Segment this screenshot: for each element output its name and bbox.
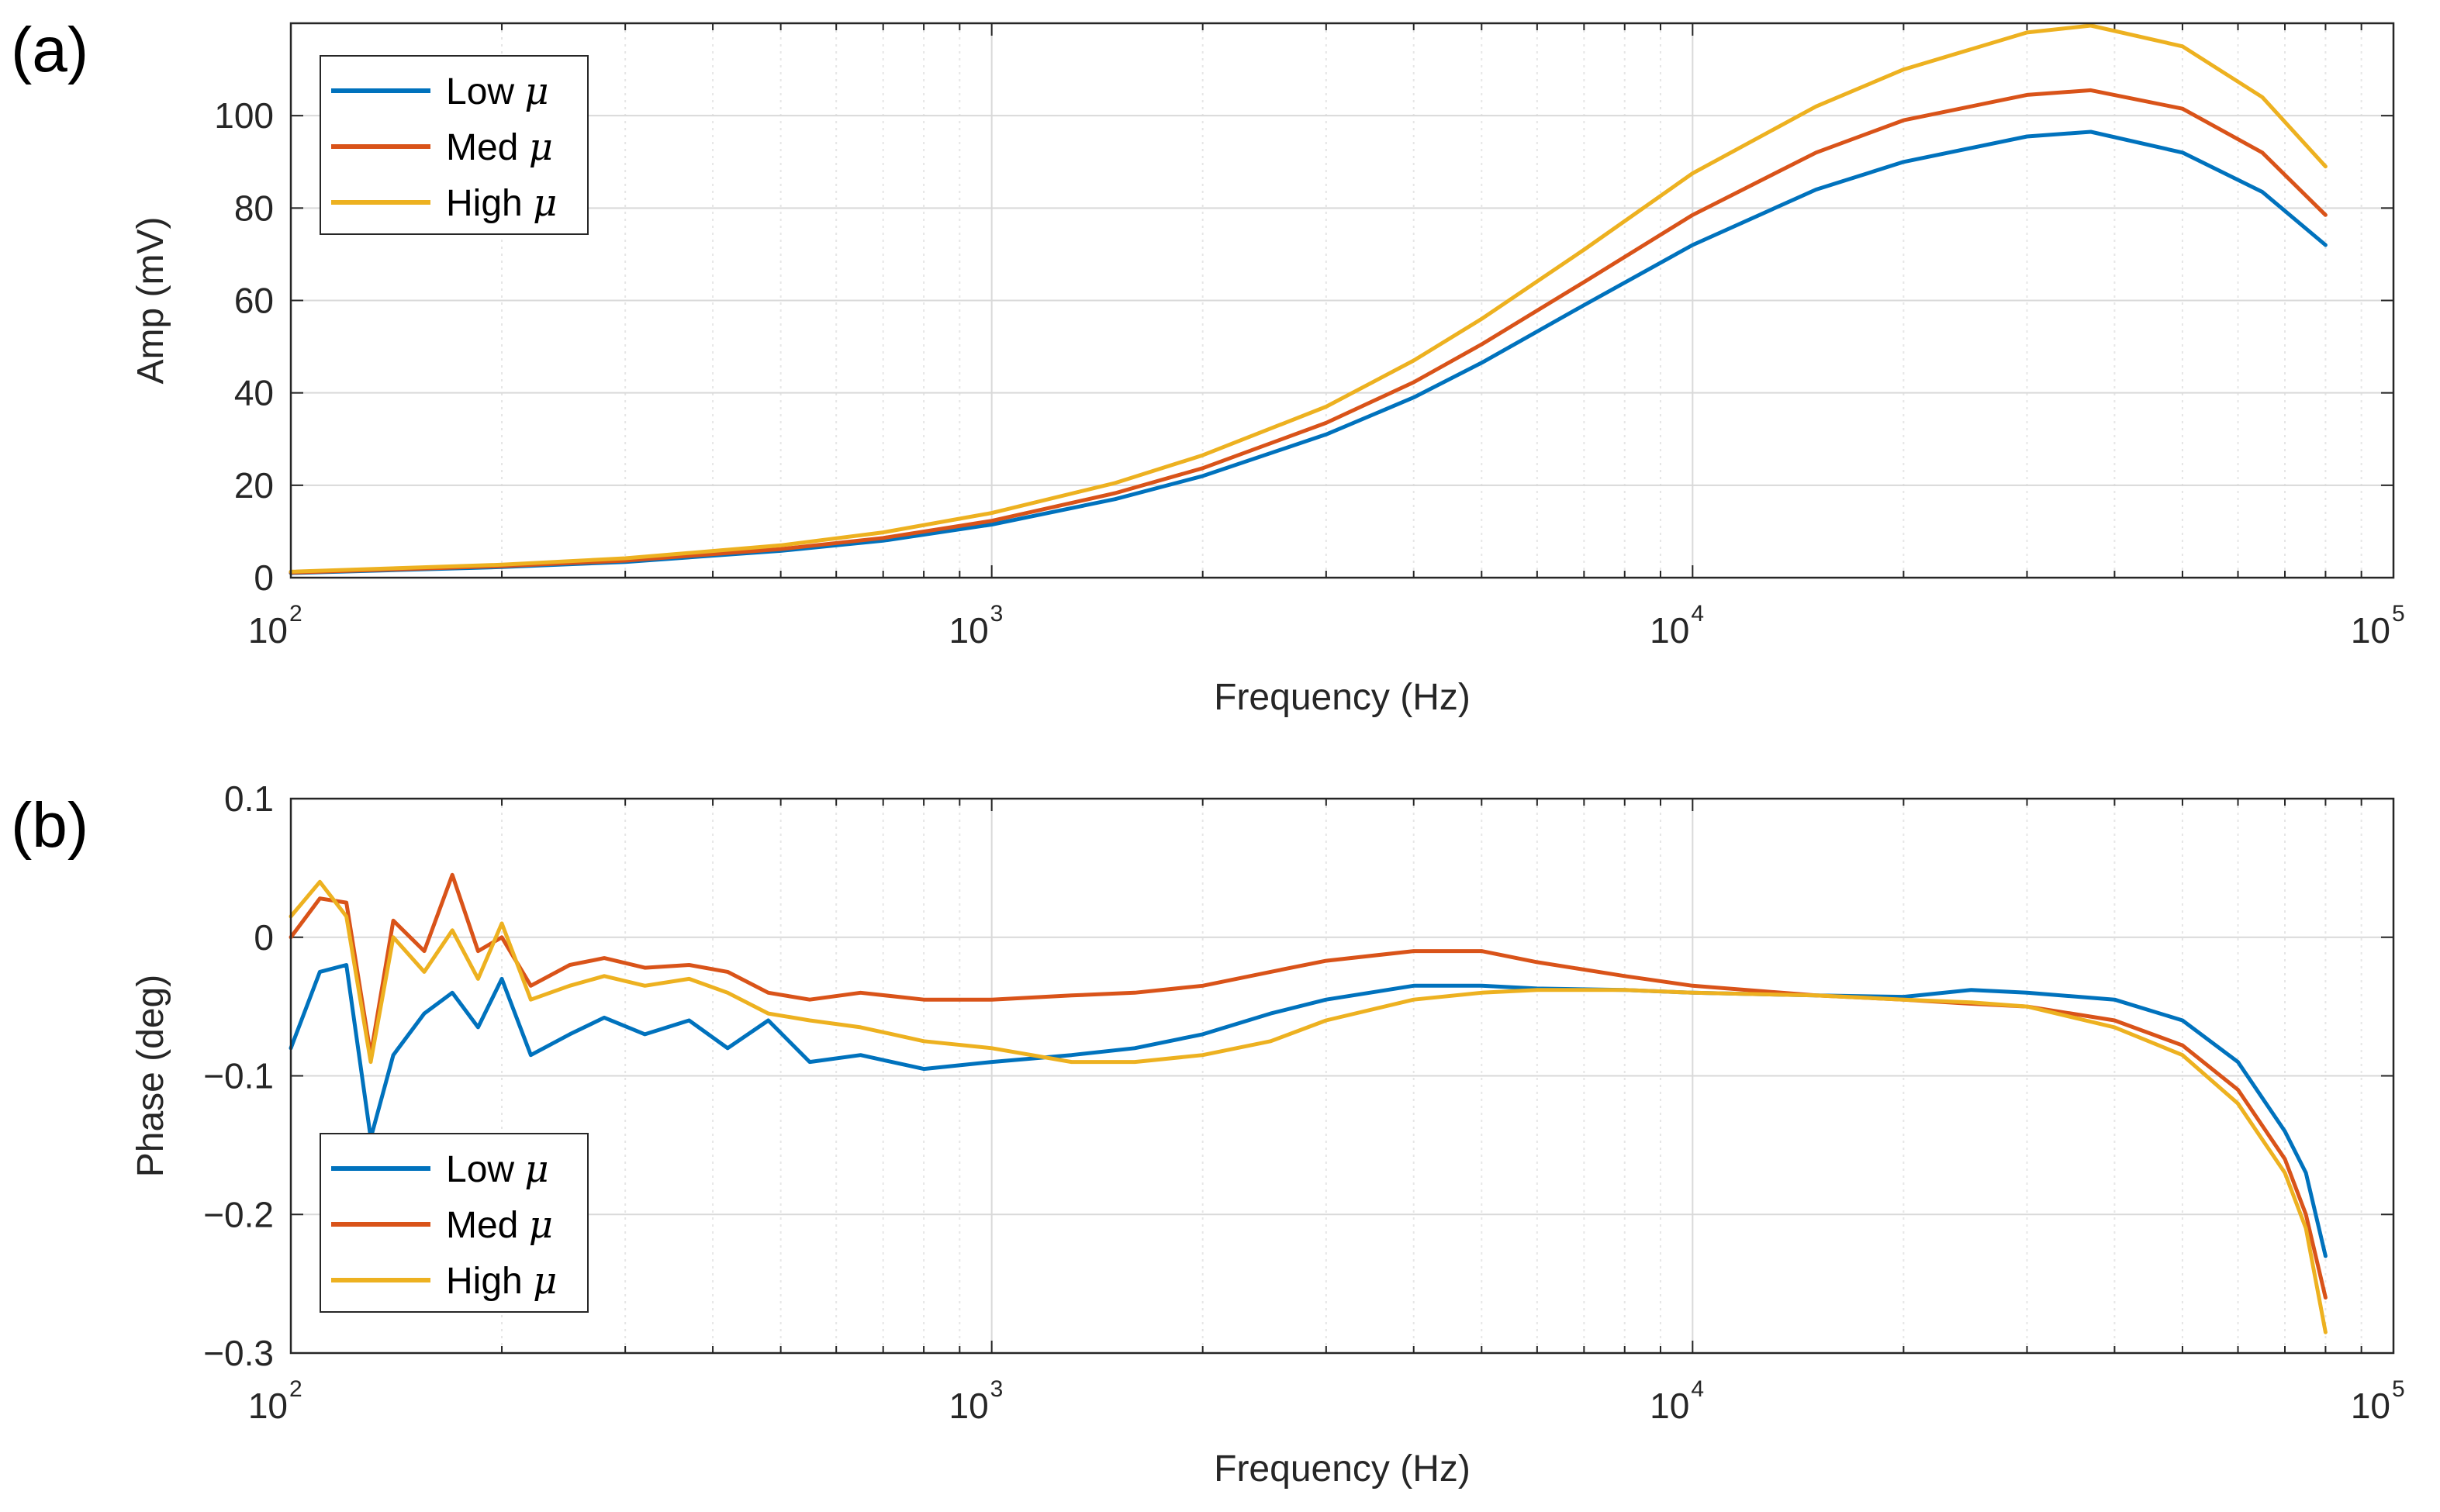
legend-mu-symbol: μ — [524, 70, 548, 113]
y-tick-label: −0.2 — [203, 1194, 274, 1234]
y-tick-label: 0 — [254, 917, 274, 958]
legend: Low μ Med μ High μ — [320, 1133, 589, 1313]
legend-mu-symbol: μ — [533, 1259, 557, 1303]
x-tick-label: 10 — [949, 1386, 988, 1426]
y-axis-title: Amp (mV) — [130, 217, 171, 385]
x-tick-label: 10 — [248, 1386, 288, 1426]
y-tick-label: −0.1 — [203, 1056, 274, 1096]
series-line-low — [289, 963, 2328, 1258]
x-tick-exponent: 5 — [2392, 1376, 2405, 1402]
panel-a-label: (a) — [11, 15, 88, 85]
legend-mu-symbol: μ — [529, 1203, 553, 1247]
series-line-med — [289, 88, 2328, 575]
legend-label-low: Low μ — [446, 1148, 549, 1191]
x-tick-label: 10 — [1650, 1386, 1689, 1426]
x-tick-exponent: 3 — [990, 601, 1004, 627]
y-tick-label: 40 — [234, 373, 274, 413]
y-tick-label: 60 — [234, 281, 274, 321]
legend-label-high: High μ — [446, 181, 557, 225]
series-line-high — [289, 23, 2328, 574]
x-axis-title: Frequency (Hz) — [1214, 677, 1471, 718]
x-tick-exponent: 4 — [1691, 1376, 1704, 1402]
y-tick-label: 0 — [254, 558, 274, 598]
y-tick-label: 100 — [214, 95, 274, 136]
legend-label-med: Med μ — [446, 126, 553, 169]
legend-mu-symbol: μ — [533, 181, 557, 225]
axes-box — [289, 797, 2395, 1355]
y-tick-label: 0.1 — [224, 778, 274, 819]
series-line-high — [289, 879, 2328, 1334]
legend-mu-symbol: μ — [529, 126, 553, 169]
x-tick-label: 10 — [2351, 1386, 2390, 1426]
x-tick-label: 10 — [949, 610, 988, 651]
x-axis-title: Frequency (Hz) — [1214, 1448, 1471, 1490]
x-tick-exponent: 4 — [1691, 601, 1704, 627]
x-tick-label: 10 — [1650, 610, 1689, 651]
legend-label-low: Low μ — [446, 70, 549, 113]
legend: Low μ Med μ High μ — [320, 55, 589, 235]
legend-label-med: Med μ — [446, 1203, 553, 1247]
y-tick-label: 80 — [234, 188, 274, 228]
x-tick-exponent: 2 — [289, 1376, 302, 1402]
x-tick-exponent: 5 — [2392, 601, 2405, 627]
legend-label-high: High μ — [446, 1259, 557, 1303]
x-tick-label: 10 — [2351, 610, 2390, 651]
legend-mu-symbol: μ — [524, 1148, 548, 1191]
y-axis-title: Phase (deg) — [130, 975, 171, 1178]
x-tick-label: 10 — [248, 610, 288, 651]
x-tick-exponent: 2 — [289, 601, 302, 627]
x-tick-exponent: 3 — [990, 1376, 1004, 1402]
y-tick-label: 20 — [234, 465, 274, 506]
y-tick-label: −0.3 — [203, 1333, 274, 1373]
panel-b-label: (b) — [11, 790, 88, 861]
axes-box — [289, 22, 2395, 579]
